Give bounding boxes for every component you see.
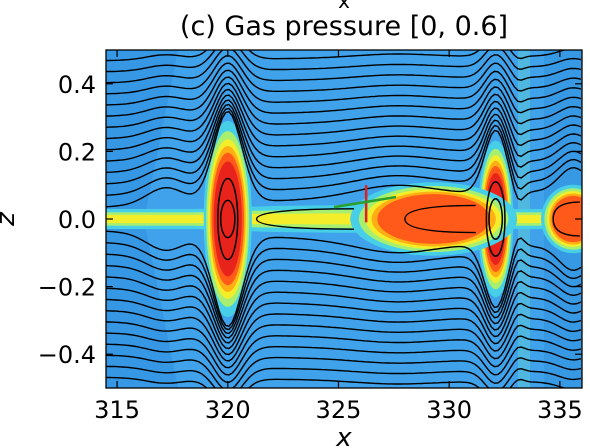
y-axis: 0.4 0.2 0.0 −0.2 −0.4: [38, 71, 582, 369]
y-tick-label: −0.2: [38, 274, 96, 302]
top-axis-label: x: [338, 0, 350, 13]
field-line: [255, 208, 354, 230]
pressure-contour: [554, 198, 582, 240]
field-line: [106, 50, 582, 73]
field-line: [106, 253, 582, 335]
field-line: [404, 204, 476, 234]
field-line: [106, 332, 582, 376]
x-tick-label: 315: [94, 396, 140, 424]
field-line: [106, 54, 582, 95]
y-tick-label: 0.2: [58, 138, 96, 166]
x-axis-label: x: [335, 423, 352, 448]
field-line: [106, 343, 582, 384]
pressure-contour: [384, 197, 483, 241]
field-line: [106, 365, 582, 388]
x-tick-label: 325: [316, 396, 362, 424]
field-line: [106, 242, 582, 331]
field-line: [106, 287, 582, 350]
field-line: [106, 107, 582, 196]
field-loop: [219, 199, 236, 239]
green-segment: [333, 195, 397, 209]
field-line: [106, 276, 582, 344]
chart-title: (c) Gas pressure [0, 0.6]: [180, 11, 508, 42]
field-line: [106, 298, 582, 356]
field-loop: [485, 181, 506, 257]
y-tick-label: −0.4: [38, 341, 96, 369]
x-axis: 315 320 325 330 335: [94, 50, 583, 424]
field-line: [106, 94, 582, 162]
y-axis-label: z: [0, 211, 21, 227]
field-loop: [488, 197, 504, 241]
field-line: [106, 321, 582, 369]
field-line: [106, 310, 582, 362]
field-line: [106, 76, 582, 128]
plot-area: [106, 50, 582, 388]
y-tick-label: 0.0: [58, 206, 96, 234]
field-lines: [106, 50, 582, 388]
x-tick-label: 330: [426, 396, 472, 424]
markers: [333, 185, 397, 223]
field-line: [106, 376, 581, 388]
field-line: [552, 201, 580, 237]
field-line: [106, 103, 582, 185]
field-line: [106, 50, 582, 84]
field-line: [106, 82, 582, 140]
field-line: [106, 230, 582, 328]
field-line: [106, 264, 582, 339]
x-tick-label: 335: [537, 396, 583, 424]
x-tick-label: 320: [205, 396, 251, 424]
field-line: [106, 50, 581, 62]
field-line: [106, 354, 582, 388]
field-loop: [217, 177, 239, 261]
field-line: [106, 69, 582, 117]
field-line: [106, 88, 582, 151]
field-line: [106, 62, 582, 106]
y-tick-label: 0.4: [58, 71, 96, 99]
field-line: [106, 99, 582, 174]
field-line: [106, 110, 582, 208]
pressure-sheet: [106, 214, 582, 224]
